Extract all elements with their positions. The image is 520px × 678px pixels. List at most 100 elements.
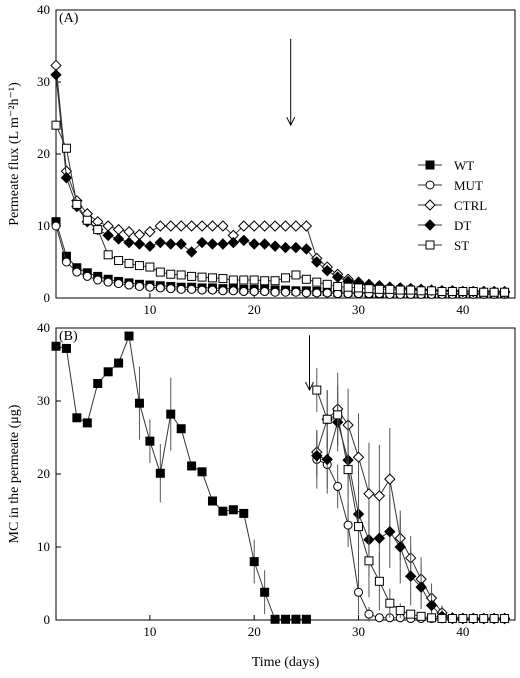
data-point-st (218, 274, 228, 284)
data-point-st (103, 250, 113, 260)
y-tick-label: 40 (37, 2, 50, 17)
data-point-st (93, 225, 103, 235)
x-tick-label: 30 (352, 302, 365, 317)
data-point-mut (322, 288, 332, 298)
data-point-mut (354, 587, 364, 597)
data-point-ctrl (352, 451, 365, 463)
series-line-mut (55, 225, 505, 295)
y-tick-label: 30 (37, 393, 50, 408)
data-point-mut (61, 257, 71, 267)
data-point-st (322, 414, 332, 424)
data-point-st (124, 258, 134, 268)
y-tick-label: 20 (37, 146, 50, 161)
data-point-st (385, 598, 395, 608)
data-point-dt (311, 450, 323, 462)
legend-marker (424, 219, 436, 231)
data-point-dt (206, 238, 219, 250)
arrow-head (286, 116, 296, 127)
data-point-dt (248, 238, 260, 250)
data-point-mut (260, 287, 270, 297)
data-point-dt (175, 238, 187, 250)
data-point-wt (51, 341, 61, 351)
data-point-ctrl (50, 59, 62, 72)
series-st (312, 368, 510, 624)
data-point-mut (197, 285, 207, 295)
legend-label: DT (454, 218, 471, 233)
data-point-ctrl (196, 220, 208, 232)
data-point-st (51, 120, 61, 130)
data-point-ctrl (248, 220, 260, 232)
data-point-st (197, 272, 207, 282)
series-line-ctrl (55, 65, 505, 293)
data-point-st (374, 284, 384, 294)
data-point-wt (93, 378, 103, 388)
data-point-st (354, 283, 364, 293)
series-line-st (55, 124, 505, 293)
data-point-st (364, 556, 374, 566)
data-point-dt (404, 570, 417, 582)
data-point-mut (218, 286, 228, 296)
data-point-st (479, 287, 489, 297)
data-point-wt (72, 413, 82, 423)
data-point-dt (384, 525, 396, 538)
data-point-st (114, 256, 124, 266)
data-point-mut (374, 613, 384, 623)
data-point-dt (394, 541, 406, 553)
data-point-st (406, 285, 416, 295)
x-tick-label: 40 (456, 302, 469, 317)
legend-marker (425, 160, 435, 170)
data-point-dt (144, 240, 156, 252)
data-point-st (500, 287, 510, 297)
data-point-mut (291, 287, 301, 297)
data-point-dt (311, 256, 323, 268)
data-point-dt (60, 172, 73, 184)
data-point-dt (290, 241, 302, 254)
y-axis-title: Permeate flux (L m⁻²h⁻¹) (7, 82, 22, 226)
data-point-st (333, 410, 343, 420)
data-point-dt (227, 236, 240, 249)
data-point-mut (176, 284, 186, 294)
y-tick-label: 40 (37, 320, 50, 335)
data-point-mut (270, 287, 280, 297)
data-point-mut (134, 281, 144, 291)
data-point-st (312, 277, 322, 287)
data-point-mut (103, 277, 113, 287)
x-tick-label: 10 (143, 624, 156, 639)
data-point-wt (82, 418, 92, 428)
legend-marker (425, 240, 435, 250)
data-point-ctrl (206, 220, 219, 232)
data-point-wt (249, 557, 259, 567)
data-point-st (343, 465, 353, 475)
data-point-ctrl (185, 220, 198, 232)
data-point-st (437, 614, 447, 624)
data-point-st (166, 269, 176, 279)
data-point-wt (281, 614, 290, 624)
data-point-mut (249, 287, 259, 297)
data-point-st (479, 614, 489, 624)
legend-marker (425, 180, 435, 190)
data-point-mut (364, 609, 374, 619)
data-point-st (406, 609, 416, 619)
data-point-mut (114, 279, 124, 289)
panel-label: (A) (59, 11, 79, 26)
data-point-st (500, 614, 510, 624)
data-point-wt (145, 436, 155, 446)
data-point-ctrl (373, 490, 386, 502)
data-point-st (281, 273, 290, 283)
data-point-st (374, 576, 384, 586)
panel-a: 0 10 20 30 40 10 20 30 40 (A) Permeate flux (L m⁻²… (7, 2, 516, 317)
data-point-wt (270, 614, 280, 624)
data-point-dt (269, 240, 281, 252)
x-tick-label: 20 (248, 302, 261, 317)
data-point-wt (61, 343, 71, 353)
x-axis-title: Time (days) (252, 655, 320, 670)
data-point-dt (321, 264, 333, 277)
x-tick-label: 40 (456, 624, 469, 639)
data-point-dt (279, 241, 292, 254)
data-point-dt (112, 233, 125, 245)
data-point-dt (133, 238, 146, 250)
data-point-ctrl (363, 488, 375, 500)
data-point-mut (187, 284, 197, 294)
data-point-st (395, 606, 405, 616)
y-tick-label: 10 (37, 539, 50, 554)
